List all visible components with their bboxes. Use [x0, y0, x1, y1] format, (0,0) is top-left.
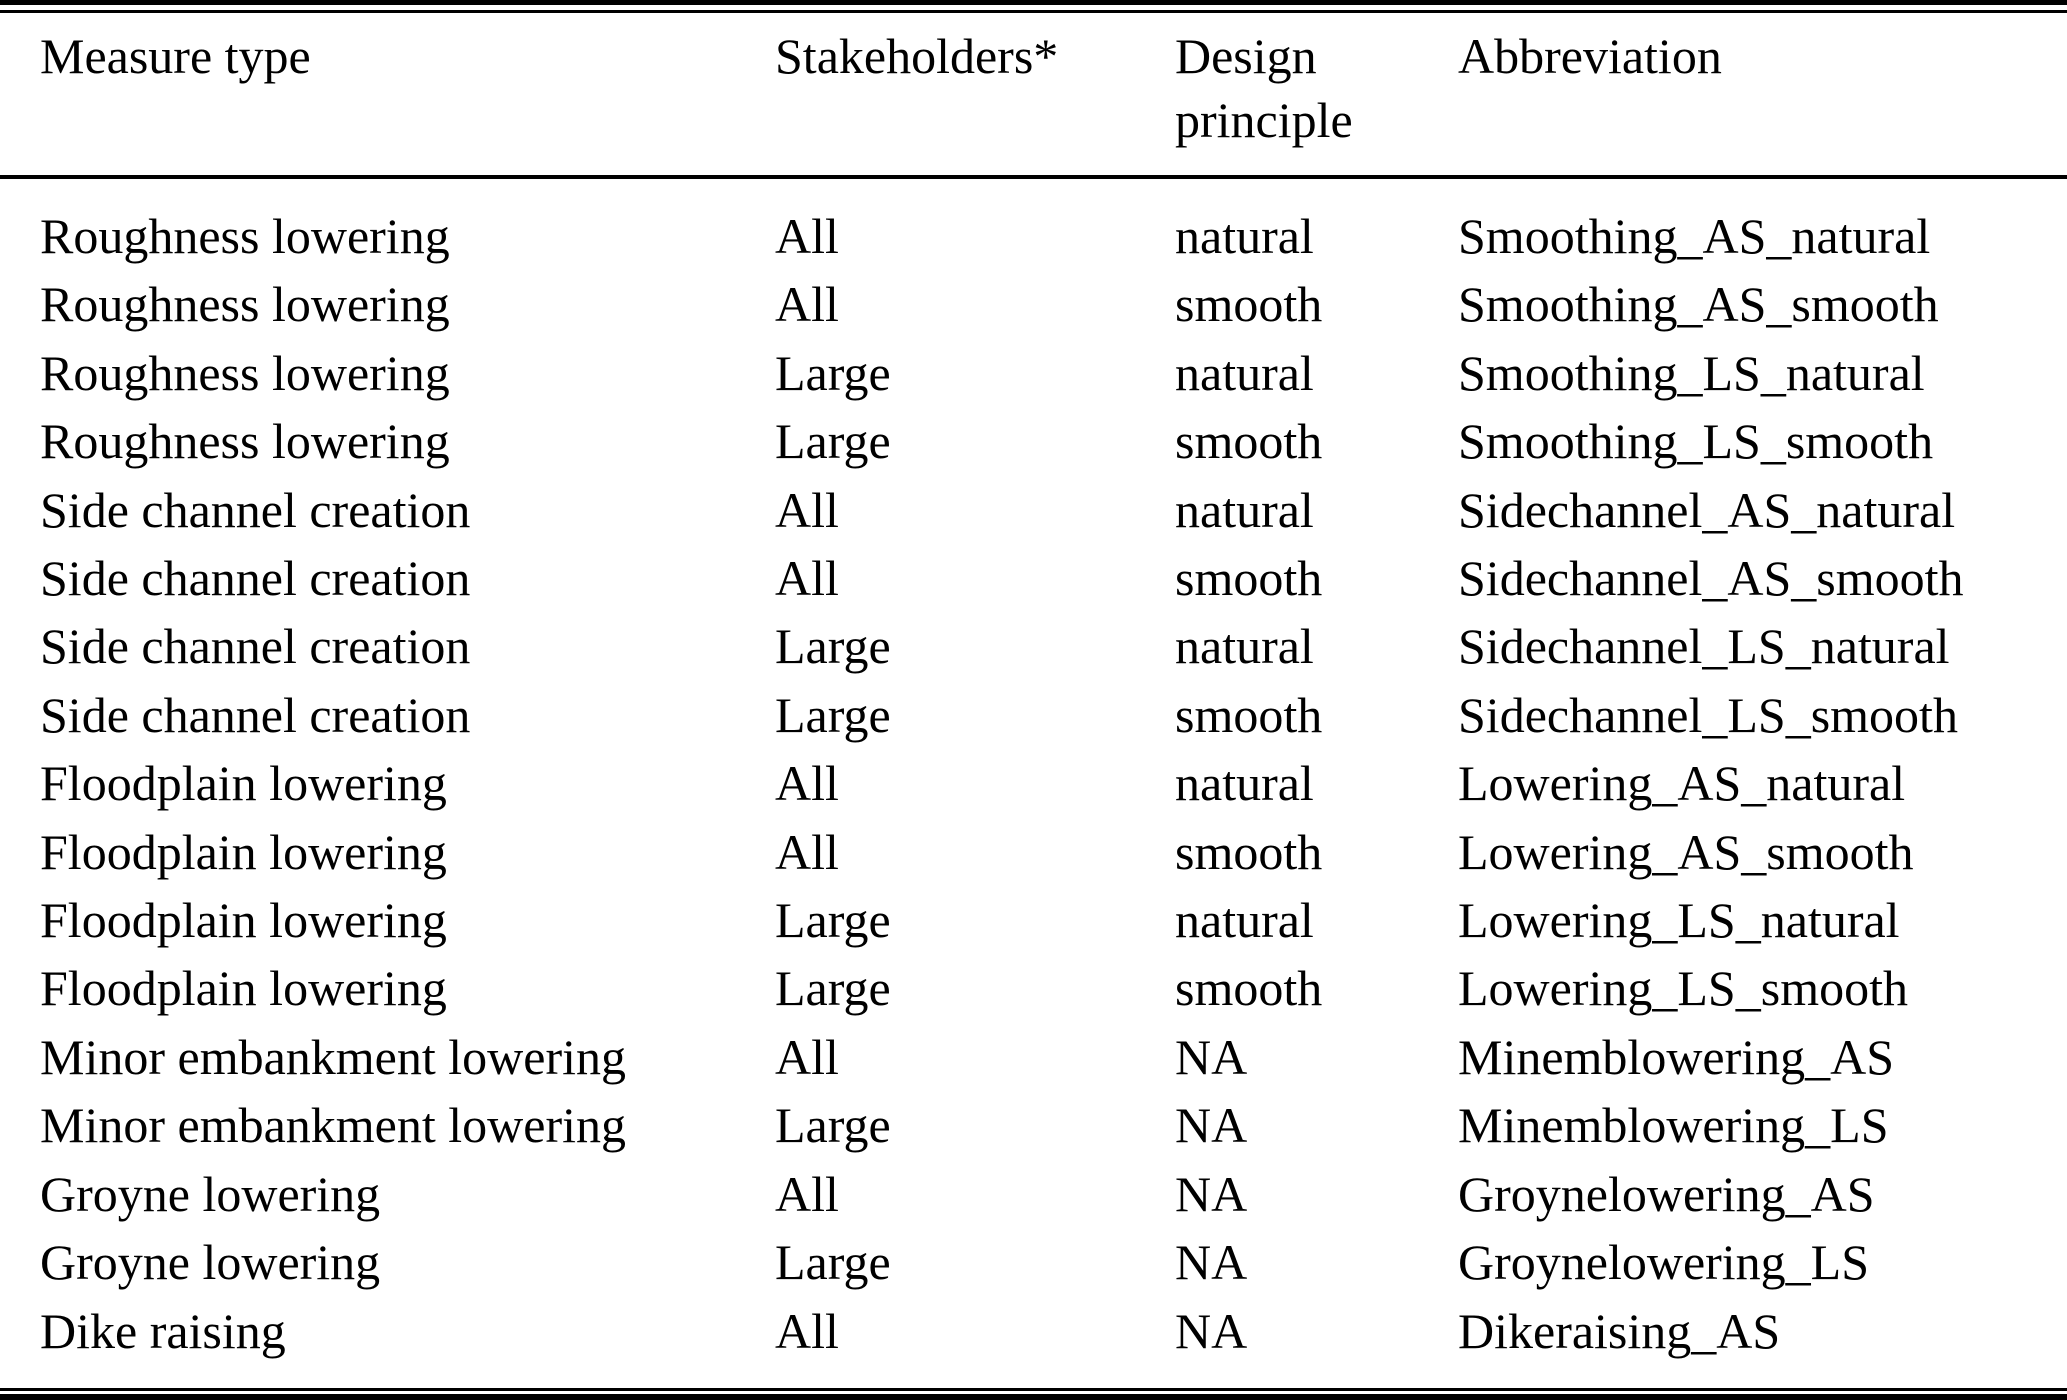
table-row: Floodplain lowering Large natural Lowering_…: [0, 886, 2067, 954]
stakeholders-cell: All: [775, 208, 839, 264]
table-row: Floodplain lowering All natural Lowering_AS…: [0, 749, 2067, 817]
abbreviation-cell: Groynelowering_AS: [1458, 1165, 1875, 1222]
stakeholders-cell: Large: [775, 344, 891, 401]
abbreviation-cell: Sidechannel_LS_natural: [1458, 618, 1950, 675]
header-separator-rule: [0, 175, 2067, 179]
stakeholders-cell: All: [775, 1165, 839, 1222]
stakeholders-cell: Large: [775, 892, 891, 949]
design-principle-cell: natural: [1175, 618, 1314, 675]
table-row: Roughness lowering Large smooth Smoothing_L…: [0, 407, 2067, 475]
table-row: Groyne lowering All NA Groynelowering_AS: [0, 1160, 2067, 1228]
abbreviation-cell: Minemblowering_AS: [1458, 1028, 1895, 1085]
abbreviation-cell: Groynelowering_LS: [1458, 1234, 1870, 1291]
measure-type-cell: Roughness lowering: [40, 344, 450, 401]
measure-type-cell: Floodplain lowering: [40, 892, 447, 949]
measure-type-cell: Roughness lowering: [40, 413, 450, 470]
abbreviation-cell: Lowering_AS_natural: [1458, 755, 1906, 812]
table-row: Dike raising All NA Dikeraising_AS: [0, 1297, 2067, 1365]
abbreviation-cell: Sidechannel_AS_smooth: [1458, 550, 1964, 607]
abbreviation-cell: Dikeraising_AS: [1458, 1302, 1781, 1359]
table-row: Floodplain lowering Large smooth Lowering_L…: [0, 954, 2067, 1022]
abbreviation-cell: Lowering_AS_smooth: [1458, 823, 1914, 880]
design-principle-cell: smooth: [1175, 413, 1323, 470]
stakeholders-cell: All: [775, 1302, 839, 1359]
design-principle-cell: smooth: [1175, 960, 1323, 1017]
stakeholders-cell: All: [775, 481, 839, 538]
table-row: Groyne lowering Large NA Groynelowering_LS: [0, 1228, 2067, 1296]
design-principle-cell: NA: [1175, 1165, 1248, 1222]
header-row: Measure type Stakeholders* Design princi…: [0, 14, 2067, 202]
stakeholders-cell: All: [775, 276, 839, 333]
measure-type-cell: Roughness lowering: [40, 276, 450, 333]
stakeholders-cell: All: [775, 755, 839, 812]
abbreviation-cell: Sidechannel_AS_natural: [1458, 481, 1956, 538]
stakeholders-cell: Large: [775, 686, 891, 743]
table-row: Side channel creation All smooth Sidechanne…: [0, 544, 2067, 612]
measure-type-cell: Side channel creation: [40, 550, 471, 607]
design-principle-cell: NA: [1175, 1234, 1248, 1291]
design-principle-cell: natural: [1175, 892, 1314, 949]
abbreviation-cell: Smoothing_AS_natural: [1458, 208, 1931, 264]
top-rule-thick: [0, 0, 2067, 5]
table-row: Minor embankment lowering Large NA Minemblo…: [0, 1091, 2067, 1159]
abbreviation-cell: Smoothing_LS_natural: [1458, 344, 1925, 401]
measure-type-cell: Groyne lowering: [40, 1165, 381, 1222]
col-header-abbreviation: Abbreviation: [1458, 28, 1722, 84]
design-principle-cell: smooth: [1175, 823, 1323, 880]
table-body: Roughness lowering All natural Smoothing_AS…: [0, 202, 2067, 1365]
abbreviation-cell: Minemblowering_LS: [1458, 1097, 1889, 1154]
abbreviation-cell: Smoothing_LS_smooth: [1458, 413, 1934, 470]
stakeholders-cell: Large: [775, 413, 891, 470]
table-row: Roughness lowering All smooth Smoothing_AS_…: [0, 270, 2067, 338]
stakeholders-cell: Large: [775, 618, 891, 675]
design-principle-cell: natural: [1175, 481, 1314, 538]
abbreviation-cell: Lowering_LS_natural: [1458, 892, 1900, 949]
table-row: Floodplain lowering All smooth Lowering_AS_…: [0, 818, 2067, 886]
measure-type-cell: Side channel creation: [40, 618, 471, 675]
design-principle-cell: NA: [1175, 1097, 1248, 1154]
abbreviation-cell: Sidechannel_LS_smooth: [1458, 686, 1958, 743]
design-principle-cell: smooth: [1175, 686, 1323, 743]
design-principle-cell: NA: [1175, 1302, 1248, 1359]
abbreviation-cell: Lowering_LS_smooth: [1458, 960, 1908, 1017]
stakeholders-cell: Large: [775, 960, 891, 1017]
table-row: Side channel creation Large natural Sidecha…: [0, 612, 2067, 680]
design-principle-cell: natural: [1175, 755, 1314, 812]
design-principle-cell: natural: [1175, 208, 1314, 264]
abbreviation-cell: Smoothing_AS_smooth: [1458, 276, 1939, 333]
table-row: Minor embankment lowering All NA Minemblowe…: [0, 1023, 2067, 1091]
top-rule-thin: [0, 10, 2067, 13]
stakeholders-cell: Large: [775, 1097, 891, 1154]
design-principle-cell: smooth: [1175, 550, 1323, 607]
design-principle-cell: NA: [1175, 1028, 1248, 1085]
stakeholders-cell: All: [775, 550, 839, 607]
table-row: Side channel creation All natural Sidechann…: [0, 476, 2067, 544]
stakeholders-cell: All: [775, 1028, 839, 1085]
design-principle-cell: natural: [1175, 344, 1314, 401]
measure-type-cell: Side channel creation: [40, 686, 471, 743]
measure-type-cell: Side channel creation: [40, 481, 471, 538]
design-principle-cell: smooth: [1175, 276, 1323, 333]
bottom-rule-thin: [0, 1388, 2067, 1391]
col-header-measure-type: Measure type: [40, 28, 311, 84]
measure-type-cell: Minor embankment lowering: [40, 1028, 626, 1085]
measure-type-cell: Floodplain lowering: [40, 823, 447, 880]
measure-type-cell: Minor embankment lowering: [40, 1097, 626, 1154]
table-row: Side channel creation Large smooth Sidechan…: [0, 681, 2067, 749]
measure-type-cell: Floodplain lowering: [40, 755, 447, 812]
measure-type-cell: Floodplain lowering: [40, 960, 447, 1017]
table-row: Roughness lowering All natural Smoothing_AS…: [0, 202, 2067, 270]
bottom-rule-thick: [0, 1394, 2067, 1400]
measures-table: Measure type Stakeholders* Design princi…: [0, 14, 2067, 1365]
measure-type-cell: Roughness lowering: [40, 208, 450, 264]
stakeholders-cell: Large: [775, 1234, 891, 1291]
col-header-design-principle: Design principle: [1175, 28, 1353, 148]
table-row: Roughness lowering Large natural Smoothing_…: [0, 339, 2067, 407]
measure-type-cell: Dike raising: [40, 1302, 286, 1359]
col-header-stakeholders: Stakeholders*: [775, 28, 1059, 84]
measure-type-cell: Groyne lowering: [40, 1234, 381, 1291]
stakeholders-cell: All: [775, 823, 839, 880]
